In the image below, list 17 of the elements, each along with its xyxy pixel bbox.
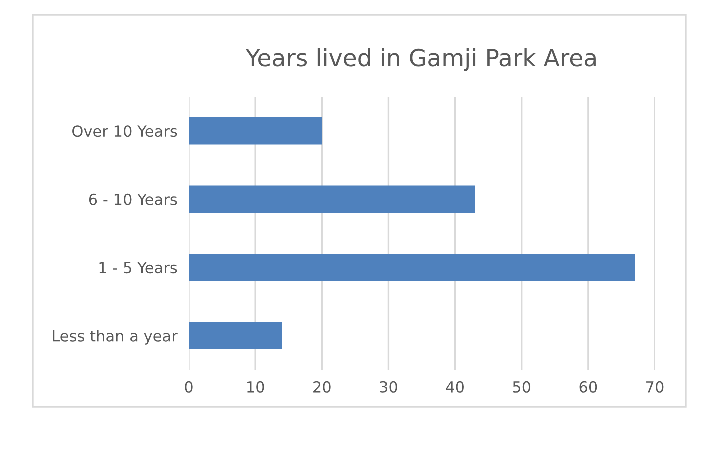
bar [189,254,636,282]
bar [189,186,476,214]
x-tick-label: 60 [580,381,598,393]
x-tick-label: 40 [446,381,464,393]
bar [189,322,282,350]
y-tick-label: Less than a year [53,330,178,345]
bar [189,117,322,145]
y-tick-label: Over 10 Years [72,126,178,138]
y-tick-label: 1 - 5 Years [100,262,178,274]
x-tick-label: 50 [513,381,531,393]
x-tick-label: 20 [314,381,331,393]
y-tick-label: 6 - 10 Years [89,194,178,206]
x-tick-label: 70 [646,381,664,393]
chart-title: Years lived in Gamji Park Area [246,48,596,72]
x-tick-label: 0 [185,381,193,393]
x-tick-label: 30 [380,381,398,393]
x-tick-label: 10 [248,381,264,393]
